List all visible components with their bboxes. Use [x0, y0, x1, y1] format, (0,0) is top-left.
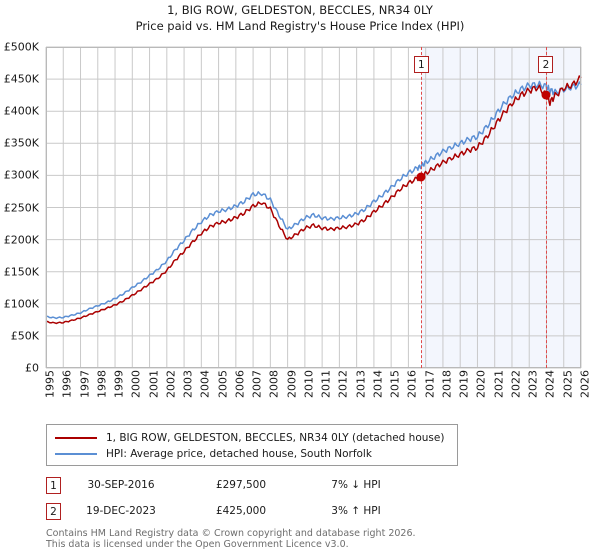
sale-price: £297,500 — [215, 479, 267, 491]
sale-index-badge: 2 — [46, 502, 61, 520]
x-axis-tick-label: 2004 — [198, 370, 212, 398]
y-axis-tick-label: £400K — [3, 104, 39, 118]
table-row[interactable]: 1 30-SEP-2016 £297,500 7% ↓ HPI — [46, 472, 466, 498]
series-lines — [45, 75, 582, 325]
x-axis-tick-label: 2006 — [233, 370, 247, 398]
event-marker-dot-2[interactable] — [541, 90, 551, 100]
x-axis-tick-label: 2007 — [250, 370, 264, 398]
sale-hpi-delta: 3% ↑ HPI — [331, 505, 381, 517]
x-axis-tick-label: 2017 — [423, 370, 437, 398]
x-axis-tick-label: 1998 — [95, 370, 109, 398]
sales-table: 1 30-SEP-2016 £297,500 7% ↓ HPI 2 19-DEC… — [46, 472, 466, 524]
event-marker-line-1 — [421, 47, 423, 368]
legend-label-hpi: HPI: Average price, detached house, Sout… — [106, 448, 372, 460]
footer-line-copyright: Contains HM Land Registry data © Crown c… — [46, 528, 416, 539]
x-axis-tick-label: 2024 — [543, 370, 557, 398]
x-axis-tick-label: 2008 — [267, 370, 281, 398]
x-axis-tick-label: 2019 — [457, 370, 471, 398]
y-axis-tick-label: £200K — [3, 233, 39, 247]
x-axis-tick-label: 2014 — [371, 370, 385, 398]
x-axis-tick-label: 2011 — [319, 370, 333, 398]
page-title: 1, BIG ROW, GELDESTON, BECCLES, NR34 0LY — [167, 3, 433, 17]
x-axis-tick-label: 2005 — [216, 370, 230, 398]
y-axis-tick-label: £0 — [25, 361, 39, 375]
x-axis-tick-label: 2018 — [440, 370, 454, 398]
x-axis-tick-label: 2010 — [302, 370, 316, 398]
x-axis-tick-label: 2021 — [492, 370, 506, 398]
y-axis-tick-label: £350K — [3, 136, 39, 150]
legend-label-property: 1, BIG ROW, GELDESTON, BECCLES, NR34 0LY… — [106, 432, 445, 444]
sale-date: 30-SEP-2016 — [87, 479, 155, 491]
y-axis-tick-label: £250K — [3, 201, 39, 214]
x-axis-tick-label: 2015 — [388, 370, 402, 398]
sale-hpi-delta: 7% ↓ HPI — [331, 479, 381, 491]
event-marker-dot-1[interactable] — [416, 172, 426, 182]
x-axis-tick-label: 2022 — [509, 370, 523, 398]
x-axis-labels: 1995 1996 1997 1998 1999 2000 2001 2002 2003 2004… — [43, 370, 592, 420]
y-axis-labels: £0 £50K £100K £150K £200K £250K £300K £350K £400… — [0, 42, 44, 374]
legend-item-property: 1, BIG ROW, GELDESTON, BECCLES, NR34 0LY… — [55, 430, 449, 446]
sale-index-badge: 1 — [46, 476, 61, 494]
x-axis-tick-label: 2009 — [285, 370, 299, 398]
x-axis-tick-label: 2012 — [336, 370, 350, 398]
x-axis-tick-label: 2000 — [129, 370, 143, 398]
x-axis-tick-label: 2023 — [526, 370, 540, 398]
x-axis-tick-label: 2013 — [354, 370, 368, 398]
y-axis-tick-label: £300K — [3, 168, 39, 182]
x-axis-tick-label: 1999 — [112, 370, 126, 398]
x-axis-tick-label: 2002 — [164, 370, 178, 398]
y-axis-tick-label: £150K — [3, 265, 39, 279]
x-axis-tick-label: 2001 — [147, 370, 161, 398]
y-axis-tick-label: £50K — [10, 329, 39, 343]
chart-legend: 1, BIG ROW, GELDESTON, BECCLES, NR34 0LY… — [46, 424, 458, 466]
y-axis-tick-label: £100K — [3, 297, 39, 311]
page-subtitle: Price paid vs. HM Land Registry's House … — [135, 19, 465, 33]
event-marker-line-2 — [545, 47, 547, 368]
footer-line-licence: This data is licensed under the Open Gov… — [46, 539, 349, 550]
x-axis-tick-label: 2026 — [578, 370, 592, 398]
y-axis-tick-label: £500K — [3, 40, 39, 54]
x-axis-tick-label: 2020 — [474, 370, 488, 398]
sale-date: 19-DEC-2023 — [86, 505, 156, 517]
x-axis-tick-label: 2003 — [181, 370, 195, 398]
sale-price: £425,000 — [215, 505, 267, 517]
legend-item-hpi: HPI: Average price, detached house, Sout… — [55, 446, 449, 462]
x-axis-tick-label: 2016 — [405, 370, 419, 398]
chart-title-block: 1, BIG ROW, GELDESTON, BECCLES, NR34 0LY… — [0, 2, 600, 34]
footer-attribution: Contains HM Land Registry data © Crown c… — [46, 528, 586, 550]
event-marker-badge-2[interactable]: 2 — [538, 56, 554, 73]
legend-swatch-property — [55, 437, 97, 439]
table-row[interactable]: 2 19-DEC-2023 £425,000 3% ↑ HPI — [46, 498, 466, 524]
x-axis-tick-label: 1996 — [60, 370, 74, 398]
event-marker-badge-1[interactable]: 1 — [413, 56, 429, 73]
x-axis-tick-label: 2025 — [561, 370, 575, 398]
legend-swatch-hpi — [55, 453, 97, 455]
x-axis-tick-label: 1997 — [78, 370, 92, 398]
y-axis-tick-label: £450K — [3, 72, 39, 86]
x-axis-tick-label: 1995 — [43, 370, 57, 398]
